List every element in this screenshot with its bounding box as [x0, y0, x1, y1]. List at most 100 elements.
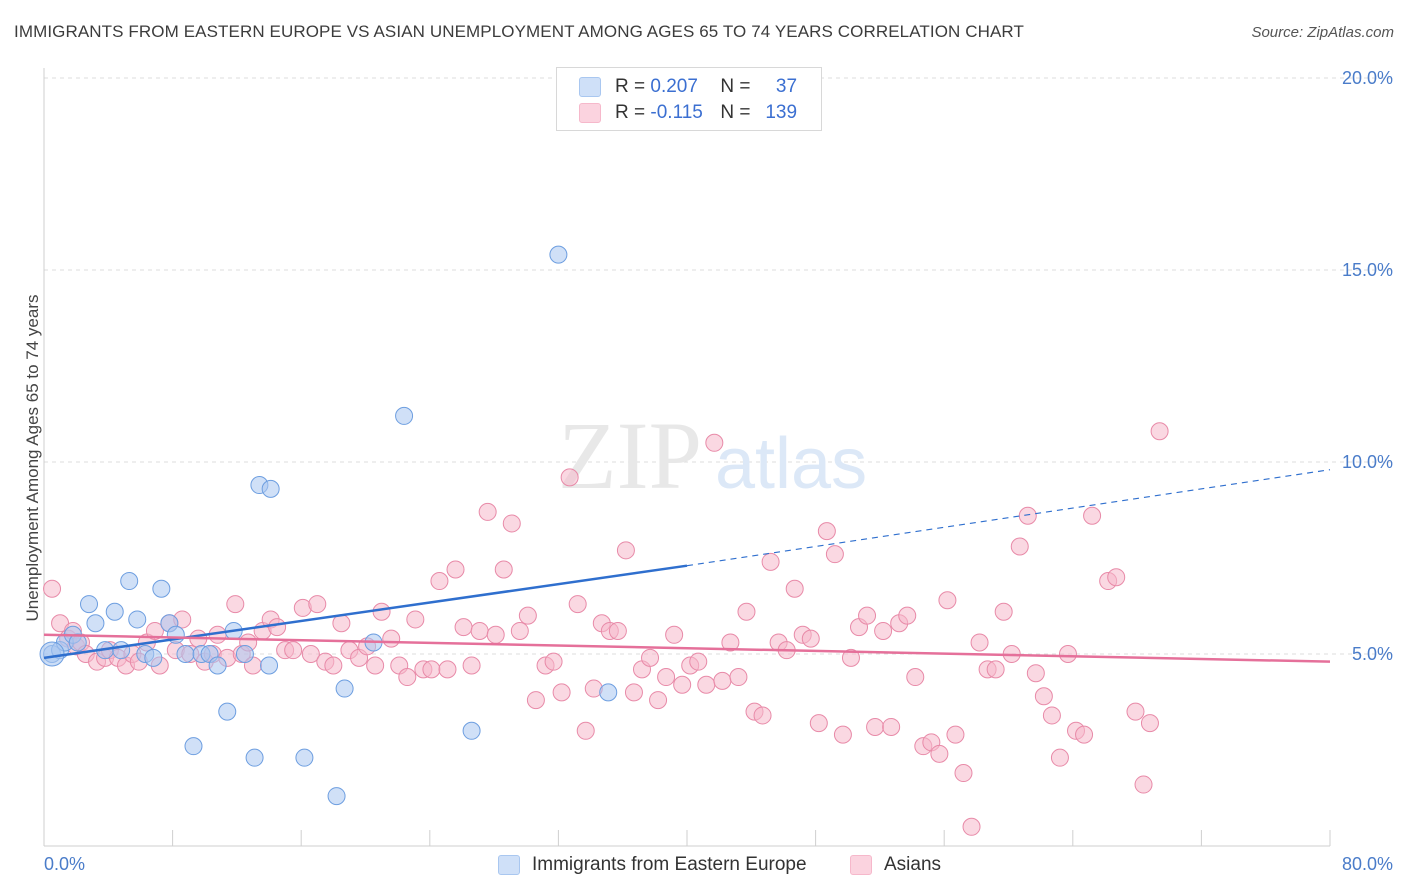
- source-label: Source: ZipAtlas.com: [1251, 24, 1394, 41]
- data-point: [938, 591, 957, 610]
- data-point: [518, 606, 537, 625]
- data-point: [308, 595, 327, 614]
- data-point: [833, 725, 852, 744]
- data-point: [86, 614, 105, 633]
- data-point: [970, 633, 989, 652]
- data-point: [430, 572, 449, 591]
- data-point: [785, 579, 804, 598]
- data-point: [128, 610, 147, 629]
- y-tick-label: 20.0%: [1342, 68, 1393, 88]
- data-point: [649, 691, 668, 710]
- data-point: [438, 660, 457, 679]
- data-point: [112, 641, 131, 660]
- data-point: [906, 668, 925, 687]
- data-point: [841, 648, 860, 667]
- data-point: [1150, 422, 1169, 441]
- data-point: [470, 621, 489, 640]
- data-point: [705, 433, 724, 452]
- data-point: [218, 702, 237, 721]
- data-point: [866, 717, 885, 736]
- data-point: [68, 633, 87, 652]
- data-point-cluster: [39, 641, 65, 667]
- legend-n-label: N =: [720, 76, 751, 97]
- data-point: [105, 602, 124, 621]
- data-point: [324, 656, 343, 675]
- data-point: [176, 645, 195, 663]
- data-point: [260, 656, 279, 675]
- data-point: [268, 618, 287, 637]
- eastern-europe-trend-solid: [43, 564, 688, 660]
- y-axis-label: Unemployment Among Ages 65 to 74 years: [23, 295, 42, 622]
- data-point: [235, 645, 254, 663]
- data-point: [994, 602, 1013, 621]
- data-point: [761, 552, 780, 571]
- data-point: [737, 602, 756, 621]
- data-point: [261, 479, 280, 498]
- eastern-europe-points: [39, 245, 618, 806]
- data-point: [510, 621, 529, 640]
- data-point: [494, 560, 513, 579]
- data-point: [657, 668, 676, 687]
- trend-lines: [43, 469, 1331, 663]
- data-point: [801, 629, 820, 648]
- data-point: [422, 660, 441, 679]
- data-point: [552, 683, 571, 702]
- data-point: [858, 606, 877, 625]
- data-point: [568, 595, 587, 614]
- data-point: [245, 748, 264, 767]
- data-point: [1140, 714, 1159, 733]
- data-point: [1058, 645, 1077, 663]
- y-tick-label: 5.0%: [1352, 644, 1393, 664]
- data-point: [398, 668, 417, 687]
- data-point: [446, 560, 465, 579]
- data-point: [526, 691, 545, 710]
- data-point: [962, 817, 981, 836]
- data-point: [697, 675, 716, 694]
- data-point: [753, 706, 772, 725]
- data-point: [673, 675, 692, 694]
- legend-swatch-blue: [579, 77, 601, 97]
- data-point: [1050, 748, 1069, 767]
- data-point: [144, 648, 163, 667]
- data-point: [1034, 687, 1053, 706]
- legend: R = 0.207 N = 37 R = -0.115 N = 139: [556, 67, 822, 131]
- data-point: [544, 652, 563, 671]
- data-point: [327, 787, 346, 806]
- data-point: [43, 579, 62, 598]
- data-point: [145, 621, 164, 640]
- data-point: [226, 595, 245, 614]
- data-point: [817, 522, 836, 541]
- data-point: [406, 610, 425, 629]
- data-point: [301, 645, 320, 663]
- data-point: [208, 656, 227, 675]
- bottom-legend-label: Asians: [884, 854, 942, 875]
- legend-r-label: R =: [615, 102, 646, 123]
- y-tick-label: 15.0%: [1342, 260, 1393, 280]
- data-point: [713, 671, 732, 690]
- data-point: [616, 541, 635, 560]
- watermark-zip: ZIP: [558, 402, 702, 509]
- data-point: [1042, 706, 1061, 725]
- bottom-legend-swatch-blue: [498, 855, 520, 875]
- data-point: [986, 660, 1005, 679]
- bottom-legend-asians: Asians: [850, 852, 941, 878]
- eastern-europe-trend-dashed: [686, 469, 1331, 567]
- asians-trend-line: [43, 633, 1331, 663]
- axes: 5.0% 10.0% 15.0% 20.0% 0.0% 80.0%: [43, 68, 1393, 874]
- bottom-legend-label: Immigrants from Eastern Europe: [532, 854, 807, 875]
- data-point: [462, 721, 481, 740]
- data-point: [809, 714, 828, 733]
- data-point: [80, 595, 99, 614]
- data-point: [599, 683, 618, 702]
- data-point: [395, 406, 414, 425]
- data-point: [454, 618, 473, 637]
- data-point: [930, 744, 949, 763]
- data-point: [689, 652, 708, 671]
- data-point: [898, 606, 917, 625]
- data-point: [486, 625, 505, 644]
- data-point: [372, 602, 391, 621]
- data-point: [284, 641, 303, 660]
- data-point: [1010, 537, 1029, 556]
- data-point: [120, 572, 139, 591]
